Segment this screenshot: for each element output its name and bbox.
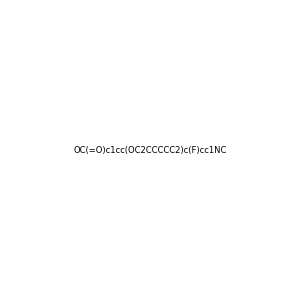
- Text: OC(=O)c1cc(OC2CCCCC2)c(F)cc1NC: OC(=O)c1cc(OC2CCCCC2)c(F)cc1NC: [73, 146, 227, 154]
